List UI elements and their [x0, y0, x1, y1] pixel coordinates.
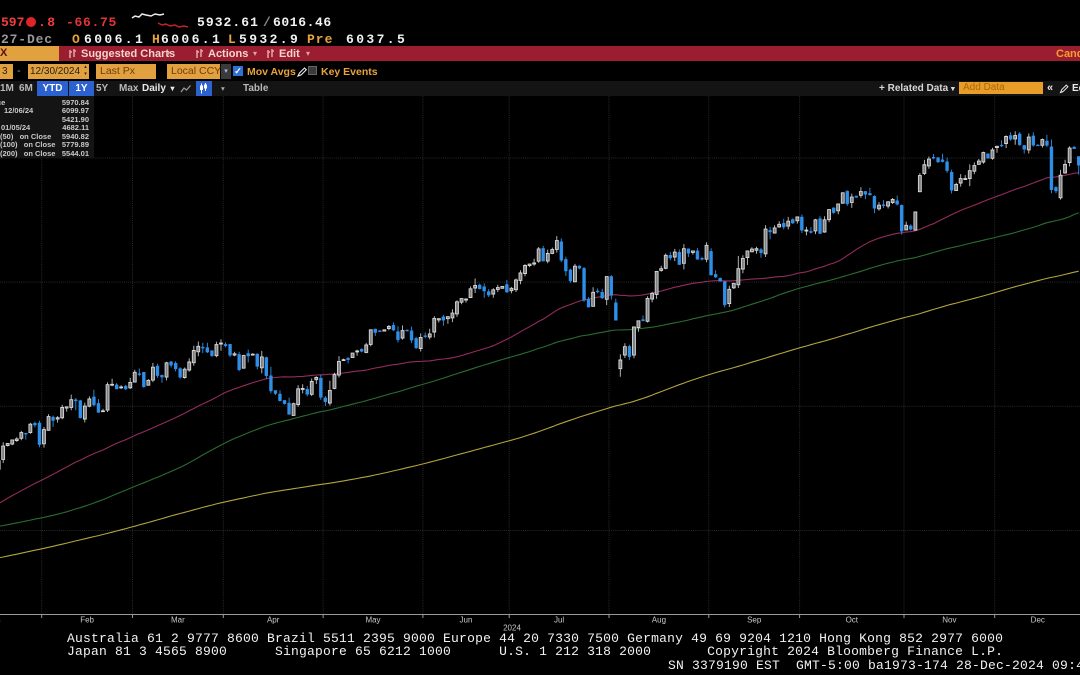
svg-text:Apr: Apr — [267, 616, 280, 625]
svg-text:Mar: Mar — [171, 616, 185, 625]
svg-text:Nov: Nov — [942, 616, 956, 625]
svg-text:Feb: Feb — [80, 616, 94, 625]
svg-text:2024: 2024 — [503, 624, 521, 633]
svg-text:Aug: Aug — [652, 616, 666, 625]
svg-text:Dec: Dec — [1031, 616, 1045, 625]
svg-text:Oct: Oct — [846, 616, 859, 625]
svg-text:Jun: Jun — [460, 616, 473, 625]
svg-text:Jan: Jan — [0, 616, 1, 625]
svg-text:Jul: Jul — [554, 616, 564, 625]
svg-text:Sep: Sep — [747, 616, 762, 625]
svg-text:May: May — [365, 616, 380, 625]
